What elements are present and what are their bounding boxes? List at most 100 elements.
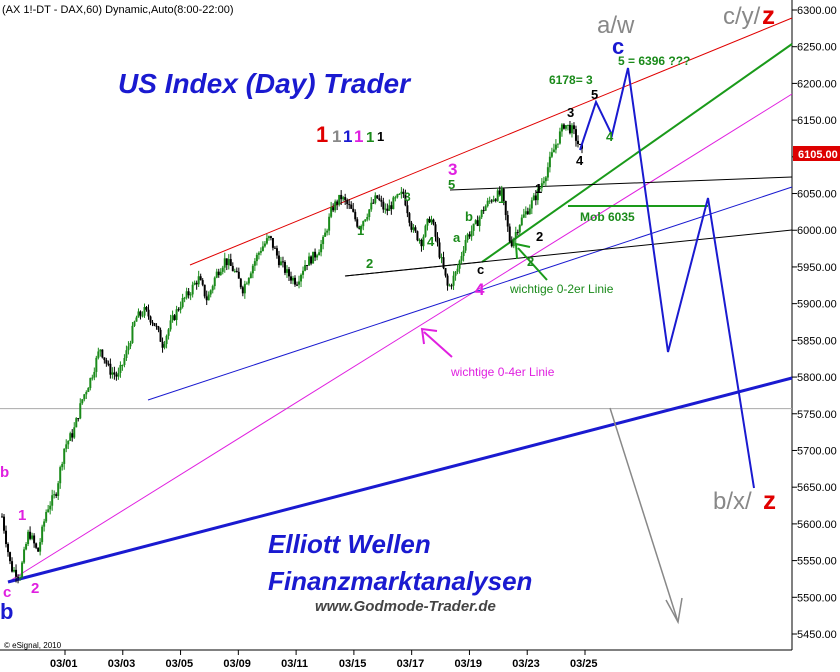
green-trend-line — [481, 43, 793, 263]
y-tick-label: 5850.00 — [797, 335, 837, 347]
candle-body — [326, 230, 329, 233]
candle-body — [528, 208, 531, 215]
x-tick-label: 03/15 — [339, 658, 367, 670]
candle-body — [380, 199, 383, 202]
candle-body — [199, 276, 202, 281]
candle-body — [193, 282, 196, 285]
candle-body — [324, 232, 327, 237]
wave-black-5: 5 — [591, 87, 598, 102]
candle-body — [396, 194, 399, 198]
candle-body — [504, 200, 507, 216]
candle-body — [267, 236, 270, 239]
label-bxz: b/x/ — [713, 488, 752, 515]
y-tick-label: 6300.00 — [797, 5, 837, 17]
candle-body — [420, 239, 423, 247]
candle-body — [211, 286, 214, 291]
candle-body — [560, 124, 563, 132]
x-tick-label: 03/01 — [50, 658, 78, 670]
candle-body — [316, 255, 319, 258]
target-5-text: 5 = 6396 ??? — [618, 54, 690, 68]
candle-body — [29, 531, 32, 539]
y-tick-label: 6050.00 — [797, 189, 837, 201]
last-price-tag — [793, 146, 840, 161]
candle-body — [456, 268, 459, 272]
candle-body — [304, 265, 307, 271]
candle-body — [388, 205, 391, 211]
candle-body — [578, 143, 581, 145]
candle-body — [362, 221, 365, 227]
candle-body — [135, 317, 138, 322]
candle-body — [101, 349, 104, 358]
candle-body — [59, 467, 62, 484]
candle-body — [123, 358, 126, 365]
candle-body — [358, 226, 361, 229]
degree-labels: a/w c c/y/ z b/x/ z b — [0, 0, 776, 624]
candle-body — [462, 250, 465, 257]
candle-body — [25, 543, 28, 550]
candle-body — [33, 535, 36, 544]
wave-black-2: 2 — [536, 229, 543, 244]
candle-body — [498, 190, 501, 195]
candle-body — [227, 259, 230, 266]
candle-body — [89, 378, 92, 389]
candle-body — [432, 219, 435, 225]
arrow-04-head — [420, 327, 438, 345]
candle-body — [540, 183, 543, 188]
candle-body — [484, 206, 487, 211]
candle-body — [544, 177, 547, 182]
candle-body — [167, 329, 170, 336]
candle-body — [532, 195, 535, 201]
candle-body — [285, 269, 288, 273]
candle-body — [137, 311, 140, 318]
candle-body — [524, 211, 527, 215]
candle-body — [422, 236, 425, 247]
candle-body — [506, 215, 509, 227]
candle-body — [219, 271, 222, 276]
candle-body — [195, 282, 198, 285]
wave-green-1-left: 1 — [357, 223, 364, 238]
symbol-header: (AX 1!-DT - DAX,60) Dynamic,Auto(8:00-22… — [2, 4, 234, 16]
candle-body — [446, 275, 449, 286]
candle-body — [77, 418, 80, 420]
wave-magenta-c: c — [3, 584, 11, 601]
candle-body — [83, 394, 86, 400]
footer-title-1: Elliott Wellen — [268, 529, 431, 559]
candle-body — [279, 261, 282, 266]
candle-body — [402, 191, 405, 194]
candle-body — [179, 306, 182, 310]
candle-body — [464, 240, 467, 251]
x-tick-label: 03/03 — [108, 658, 136, 670]
blue-thick-trend-line — [7, 376, 793, 584]
candle-body — [400, 191, 403, 194]
candle-body — [378, 198, 381, 200]
x-tick-label: 03/11 — [281, 658, 308, 670]
wave-black-c: c — [477, 262, 484, 277]
candle-body — [352, 208, 355, 212]
candle-body — [300, 274, 303, 282]
candle-body — [500, 188, 503, 195]
blue-projection-path — [579, 67, 755, 489]
y-tick-label: 5550.00 — [797, 556, 837, 568]
arrow-02-shaft — [517, 247, 548, 281]
y-tick-label: 5650.00 — [797, 482, 837, 494]
candle-body — [572, 125, 575, 130]
y-tick-label: 6200.00 — [797, 78, 837, 90]
candle-body — [302, 270, 305, 275]
candle-body — [133, 321, 136, 326]
candle-body — [283, 261, 286, 273]
candle-body — [105, 360, 108, 364]
candle-body — [444, 268, 447, 276]
candle-body — [556, 143, 559, 145]
wave-magenta-1: 1 — [18, 507, 26, 524]
candle-body — [43, 521, 46, 527]
candle-body — [177, 309, 180, 311]
candle-body — [141, 315, 144, 317]
candle-body — [394, 197, 397, 199]
candle-body — [159, 329, 162, 342]
candle-body — [21, 562, 24, 578]
candle-body — [99, 349, 102, 352]
label-cyz: c/y/ — [723, 3, 761, 30]
candle-body — [117, 372, 120, 377]
candle-body — [259, 250, 262, 253]
candle-body — [442, 257, 445, 269]
